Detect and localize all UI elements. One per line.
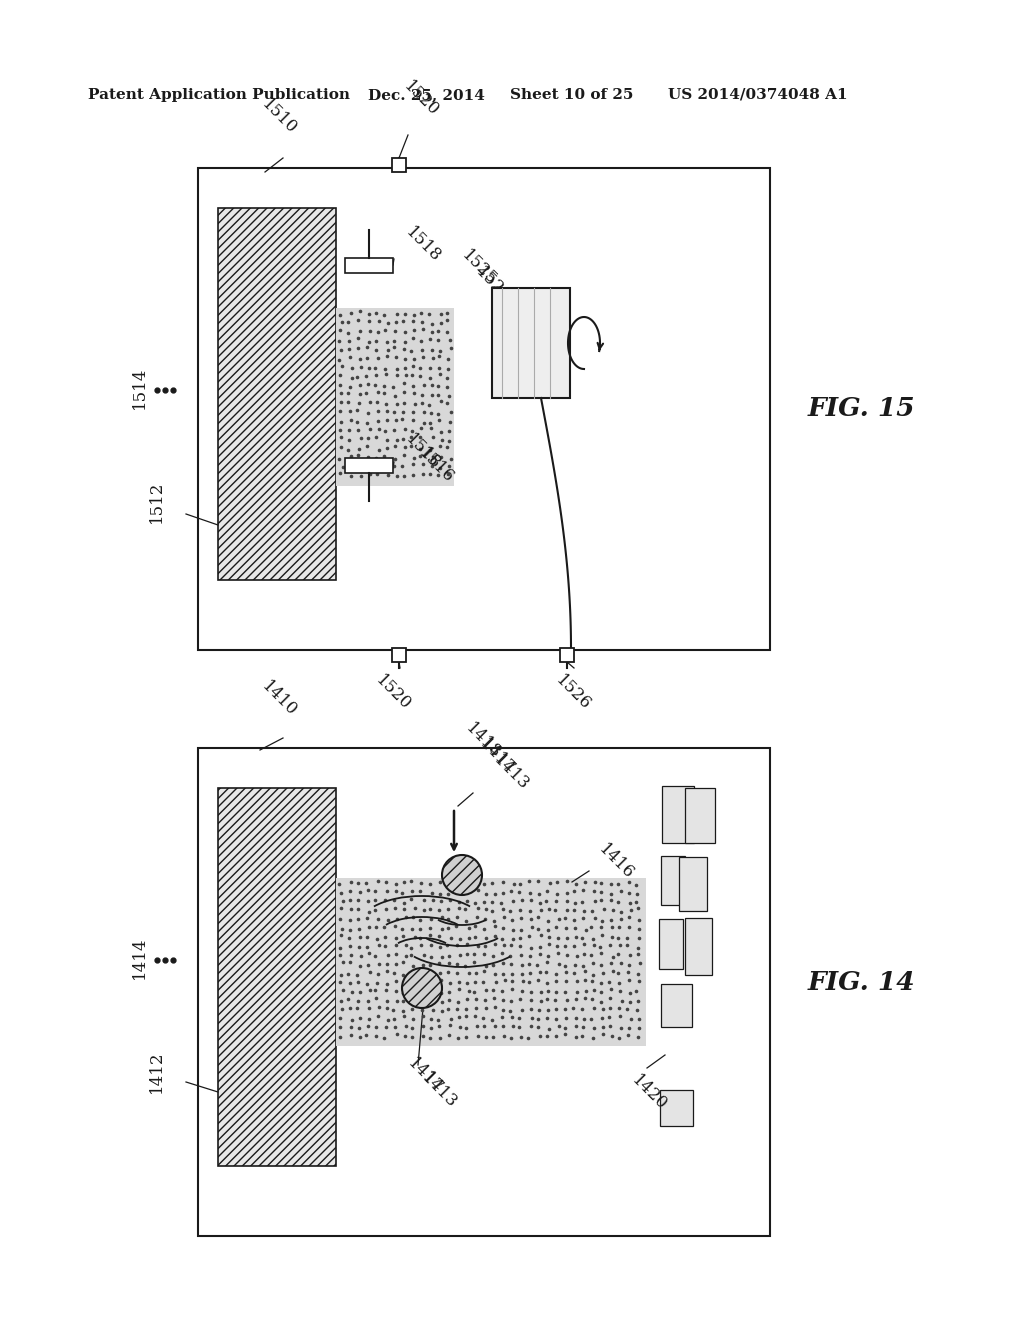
- Text: 1518: 1518: [402, 224, 444, 267]
- Text: 1518: 1518: [402, 432, 444, 473]
- Bar: [660, 983, 692, 1027]
- Text: 1417: 1417: [476, 737, 518, 777]
- Bar: [345, 458, 393, 473]
- Text: 1418: 1418: [462, 719, 504, 762]
- Text: 1413: 1413: [490, 752, 532, 795]
- Text: 1514: 1514: [131, 367, 148, 409]
- Bar: [679, 857, 708, 911]
- Text: Sheet 10 of 25: Sheet 10 of 25: [510, 88, 634, 102]
- Text: 1525: 1525: [458, 247, 500, 289]
- Bar: [345, 257, 393, 273]
- Bar: [336, 878, 646, 1045]
- Bar: [336, 308, 454, 486]
- Text: 1412: 1412: [148, 1051, 165, 1093]
- Bar: [492, 288, 570, 399]
- Text: US 2014/0374048 A1: US 2014/0374048 A1: [668, 88, 848, 102]
- Text: 1520: 1520: [400, 78, 442, 120]
- Bar: [660, 1090, 693, 1126]
- Bar: [662, 785, 694, 843]
- Bar: [218, 788, 336, 1166]
- Text: Dec. 25, 2014: Dec. 25, 2014: [368, 88, 485, 102]
- Bar: [392, 648, 406, 663]
- Text: 1510: 1510: [258, 96, 300, 139]
- Text: 1414: 1414: [131, 937, 148, 979]
- Bar: [218, 209, 336, 579]
- Bar: [658, 919, 683, 969]
- Text: 1516: 1516: [415, 445, 457, 487]
- Bar: [685, 917, 712, 974]
- Text: 1420: 1420: [628, 1072, 670, 1114]
- Text: 1524: 1524: [472, 264, 514, 306]
- Bar: [685, 788, 715, 843]
- Text: 1416: 1416: [595, 841, 637, 883]
- Bar: [660, 855, 685, 906]
- Circle shape: [402, 968, 442, 1008]
- Text: 1512: 1512: [148, 480, 165, 523]
- Text: FIG. 14: FIG. 14: [808, 969, 915, 994]
- Text: FIG. 15: FIG. 15: [808, 396, 915, 421]
- Text: 1410: 1410: [258, 678, 300, 719]
- Bar: [198, 168, 770, 649]
- Bar: [392, 158, 406, 172]
- Circle shape: [442, 855, 482, 895]
- Text: 1520: 1520: [372, 672, 414, 714]
- Bar: [198, 748, 770, 1236]
- Text: Patent Application Publication: Patent Application Publication: [88, 88, 350, 102]
- Text: 1413: 1413: [418, 1071, 460, 1111]
- Text: 1417: 1417: [404, 1055, 446, 1097]
- Bar: [560, 648, 574, 663]
- Text: 1526: 1526: [552, 672, 594, 714]
